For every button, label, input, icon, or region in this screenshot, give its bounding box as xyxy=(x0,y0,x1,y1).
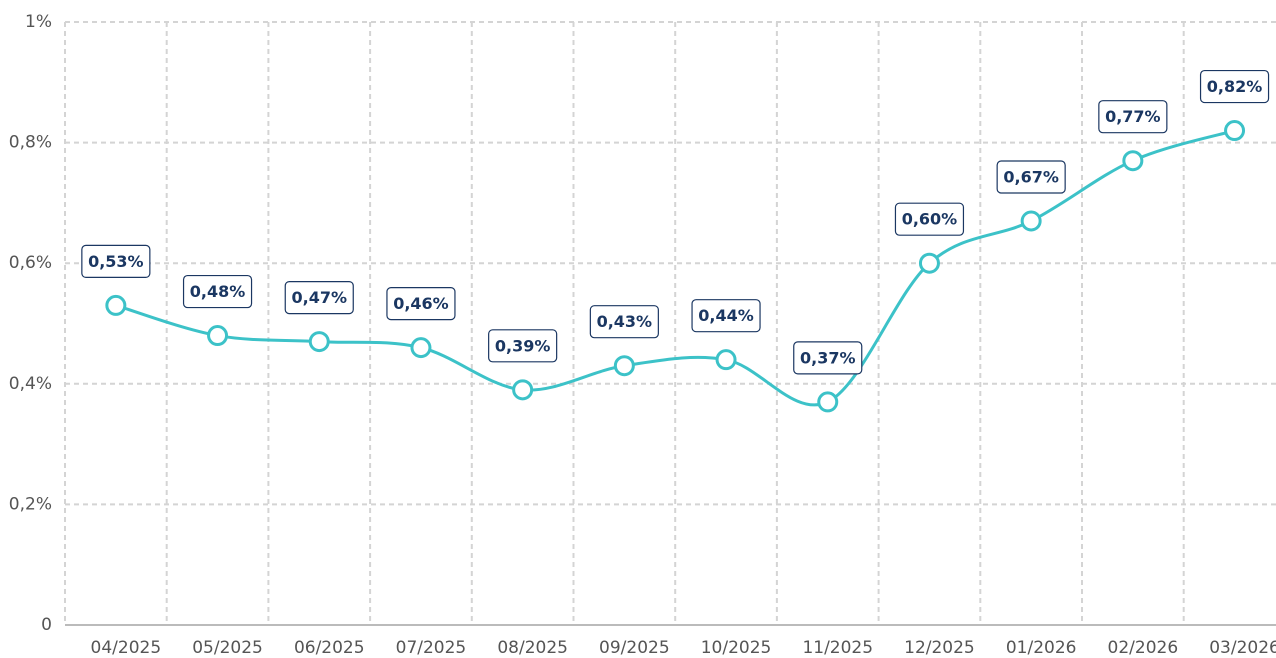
x-tick-label: 12/2025 xyxy=(904,638,975,658)
label-box xyxy=(793,341,863,375)
x-tick-label: 08/2025 xyxy=(497,638,568,658)
x-tick-label: 02/2026 xyxy=(1108,638,1179,658)
data-label: 0,67% xyxy=(1003,167,1059,186)
point xyxy=(207,325,229,347)
label-box xyxy=(284,280,354,315)
x-tick-label: 01/2026 xyxy=(1006,638,1077,658)
point xyxy=(918,252,940,274)
x-tick-label: 11/2025 xyxy=(802,638,873,658)
point xyxy=(1020,210,1042,232)
data-label: 0,82% xyxy=(1207,77,1263,96)
data-label: 0,48% xyxy=(190,282,246,301)
label-box xyxy=(182,274,253,309)
x-tick-label: 05/2025 xyxy=(192,638,263,658)
data-label: 0,44% xyxy=(698,306,754,325)
data-label: 0,39% xyxy=(495,336,551,355)
data-label: 0,60% xyxy=(902,210,958,229)
data-label: 0,77% xyxy=(1105,107,1161,126)
label-box xyxy=(1199,69,1270,104)
data-label: 0,47% xyxy=(291,288,347,307)
label-box xyxy=(589,305,659,339)
data-label: 0,53% xyxy=(88,252,144,271)
x-tick-label: 09/2025 xyxy=(599,638,670,658)
y-tick-label: 0,6% xyxy=(9,253,52,273)
point xyxy=(512,379,534,401)
data-label: 0,43% xyxy=(597,312,653,331)
data-label: 0,46% xyxy=(393,294,449,313)
point xyxy=(308,331,330,353)
label-box xyxy=(1098,100,1168,134)
point xyxy=(1224,120,1246,142)
y-tick-label: 0,4% xyxy=(9,374,52,394)
point xyxy=(817,391,839,413)
x-tick-label: 10/2025 xyxy=(701,638,772,658)
x-tick-label: 03/2026 xyxy=(1209,638,1276,658)
label-box xyxy=(386,287,456,321)
y-tick-label: 1% xyxy=(25,12,52,32)
x-tick-label: 06/2025 xyxy=(294,638,365,658)
point xyxy=(1122,150,1144,172)
point xyxy=(715,349,737,371)
y-tick-label: 0 xyxy=(41,615,52,635)
point xyxy=(410,337,432,359)
point xyxy=(613,355,635,377)
y-tick-label: 0,2% xyxy=(9,494,52,514)
label-box xyxy=(996,160,1066,194)
x-tick-label: 07/2025 xyxy=(396,638,467,658)
label-box xyxy=(894,202,965,236)
data-label: 0,37% xyxy=(800,348,856,367)
label-box xyxy=(81,244,151,279)
y-tick-label: 0,8% xyxy=(9,133,52,153)
x-tick-label: 04/2025 xyxy=(91,638,162,658)
label-box xyxy=(488,329,558,363)
label-box xyxy=(691,299,761,333)
point xyxy=(105,294,127,316)
